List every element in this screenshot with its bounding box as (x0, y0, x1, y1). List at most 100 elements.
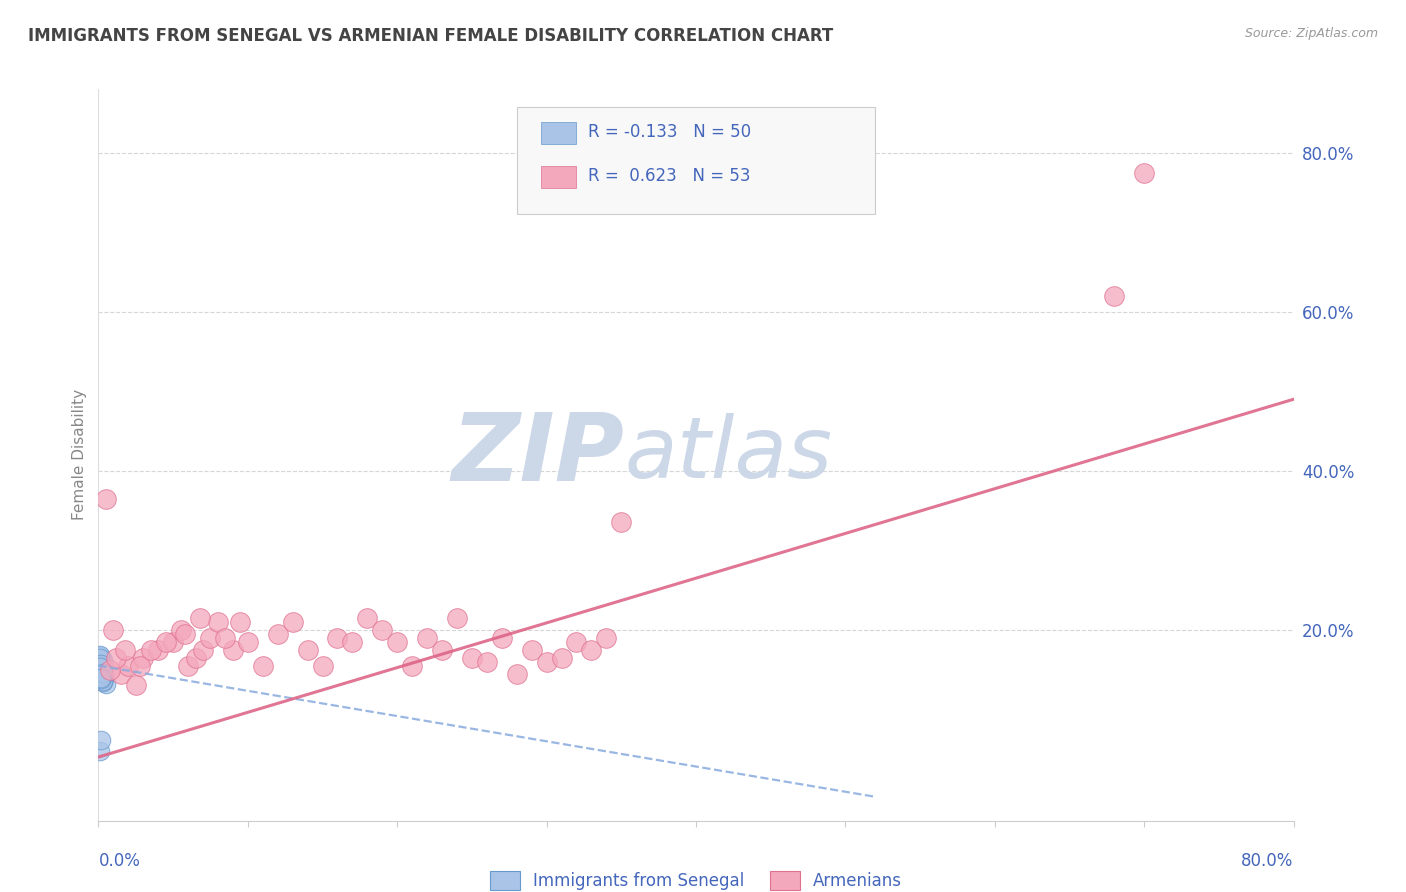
Point (89, 660, 111, 674)
Point (93, 661, 115, 675)
Point (90, 658, 112, 673)
Point (90, 663, 112, 677)
Point (91, 672, 114, 686)
Point (89, 658, 111, 673)
Point (506, 666, 529, 681)
Text: ZIP: ZIP (451, 409, 624, 501)
Point (207, 615, 229, 629)
Y-axis label: Female Disability: Female Disability (72, 389, 87, 521)
Point (90, 664, 112, 678)
FancyBboxPatch shape (540, 122, 576, 145)
Point (416, 631, 439, 645)
Point (93, 672, 115, 686)
Point (252, 658, 274, 673)
Point (475, 655, 498, 669)
Point (610, 516, 633, 530)
Point (91, 674, 114, 689)
Point (89, 744, 111, 758)
Point (90, 660, 112, 674)
Text: atlas: atlas (624, 413, 832, 497)
Point (90, 671, 112, 685)
Point (90, 667, 112, 681)
Point (214, 631, 236, 645)
Point (281, 615, 304, 629)
Point (90, 671, 112, 685)
Point (103, 623, 125, 637)
Point (229, 615, 252, 629)
Point (91, 666, 114, 681)
Point (132, 650, 155, 665)
Point (174, 627, 197, 641)
Point (90, 657, 112, 671)
Point (90, 658, 112, 673)
FancyBboxPatch shape (540, 166, 576, 188)
Point (114, 642, 136, 657)
Point (461, 650, 484, 665)
Text: 0.0%: 0.0% (98, 852, 141, 870)
Point (222, 642, 245, 657)
Point (1133, 166, 1156, 180)
Point (89, 649, 111, 664)
Point (110, 666, 132, 681)
Point (356, 611, 378, 625)
FancyBboxPatch shape (517, 108, 875, 213)
Point (89, 650, 111, 665)
Point (520, 642, 543, 657)
Point (93, 663, 115, 677)
Point (595, 631, 617, 645)
Point (311, 658, 333, 673)
Point (91, 664, 114, 678)
Point (565, 634, 588, 648)
Text: IMMIGRANTS FROM SENEGAL VS ARMENIAN FEMALE DISABILITY CORRELATION CHART: IMMIGRANTS FROM SENEGAL VS ARMENIAN FEMA… (28, 27, 834, 45)
Point (401, 658, 423, 673)
Point (91, 661, 114, 675)
Point (91, 666, 114, 681)
Point (105, 650, 128, 665)
Point (200, 631, 222, 645)
Point (129, 658, 152, 673)
Point (446, 611, 468, 625)
Point (169, 623, 191, 637)
Point (267, 627, 290, 641)
Point (91, 669, 114, 683)
Point (90, 668, 112, 682)
Point (93, 669, 115, 683)
Text: R =  0.623   N = 53: R = 0.623 N = 53 (588, 167, 751, 185)
Point (93, 671, 115, 685)
Point (91, 655, 114, 669)
Point (90, 657, 112, 671)
Point (191, 642, 214, 657)
Point (184, 650, 207, 665)
Point (155, 634, 177, 648)
Point (90, 653, 112, 667)
Point (297, 642, 319, 657)
Point (91, 666, 114, 681)
Point (90, 660, 112, 674)
Point (89, 648, 111, 663)
Point (581, 642, 603, 657)
Point (177, 658, 200, 673)
Point (98, 663, 122, 677)
Point (1104, 289, 1126, 303)
Point (342, 634, 364, 648)
Point (430, 642, 453, 657)
Point (90, 664, 112, 678)
Point (90, 657, 112, 671)
Point (89, 657, 111, 671)
Point (536, 655, 558, 669)
Point (125, 678, 148, 692)
Point (385, 634, 409, 648)
Point (91, 673, 114, 688)
Point (91, 665, 114, 680)
Point (89, 671, 111, 685)
Point (91, 653, 114, 667)
Point (148, 642, 170, 657)
Point (90, 732, 112, 747)
Point (162, 634, 184, 648)
Point (550, 650, 572, 665)
Point (117, 658, 139, 673)
Point (90, 668, 112, 682)
Point (326, 631, 349, 645)
Point (188, 611, 211, 625)
Point (94, 677, 117, 691)
